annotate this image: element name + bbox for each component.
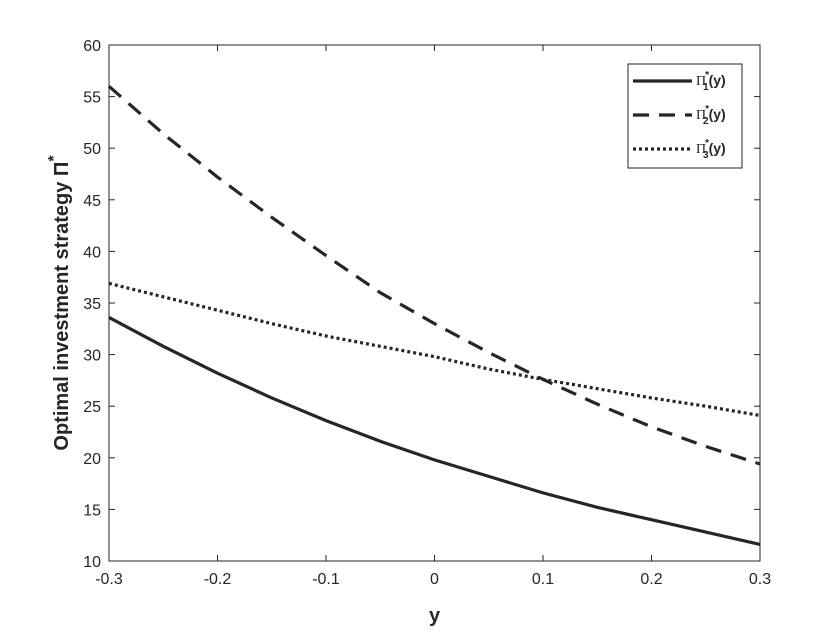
legend-pi-symbol: Π xyxy=(696,108,706,123)
legend-superscript: * xyxy=(705,104,709,115)
y-axis-title-superscript: * xyxy=(46,155,63,162)
legend-suffix: (y) xyxy=(709,72,726,88)
legend-subscript: 2 xyxy=(703,116,709,127)
y-tick-label: 60 xyxy=(83,38,101,55)
y-tick-label: 35 xyxy=(83,296,101,313)
legend-subscript: 1 xyxy=(703,82,709,93)
x-tick-label: 0.3 xyxy=(749,571,771,588)
legend-superscript: * xyxy=(705,138,709,149)
y-tick-label: 25 xyxy=(83,399,101,416)
legend-suffix: (y) xyxy=(709,140,726,156)
legend-label-1: Π* 1(y) xyxy=(696,70,726,93)
legend-label-2: Π* 2(y) xyxy=(696,104,726,127)
series-line-3 xyxy=(108,281,761,418)
series-line-2 xyxy=(107,85,761,466)
y-tick-label: 15 xyxy=(83,502,101,519)
x-tick-label: 0.2 xyxy=(640,571,662,588)
series-line-1 xyxy=(108,316,761,547)
y-tick-label: 55 xyxy=(83,90,101,107)
y-tick-label: 10 xyxy=(83,554,101,571)
y-axis-title: Optimal investment strategy Π* xyxy=(46,155,73,451)
legend-subscript: 3 xyxy=(703,150,709,161)
y-tick-label: 50 xyxy=(83,141,101,158)
legend-superscript: * xyxy=(705,70,709,81)
legend-suffix: (y) xyxy=(709,106,726,122)
x-axis-title: y xyxy=(429,605,441,627)
y-tick-label: 45 xyxy=(83,193,101,210)
legend-pi-symbol: Π xyxy=(696,74,706,89)
y-tick-label: 40 xyxy=(83,244,101,261)
x-tick-label: -0.2 xyxy=(204,571,232,588)
legend-label-3: Π* 3(y) xyxy=(696,138,726,161)
y-tick-label: 30 xyxy=(83,348,101,365)
x-tick-label: -0.1 xyxy=(312,571,340,588)
y-tick-label: 20 xyxy=(83,451,101,468)
x-tick-label: -0.3 xyxy=(95,571,123,588)
x-tick-label: 0.1 xyxy=(532,571,554,588)
legend-pi-symbol: Π xyxy=(696,142,706,157)
x-tick-label: 0 xyxy=(430,571,439,588)
